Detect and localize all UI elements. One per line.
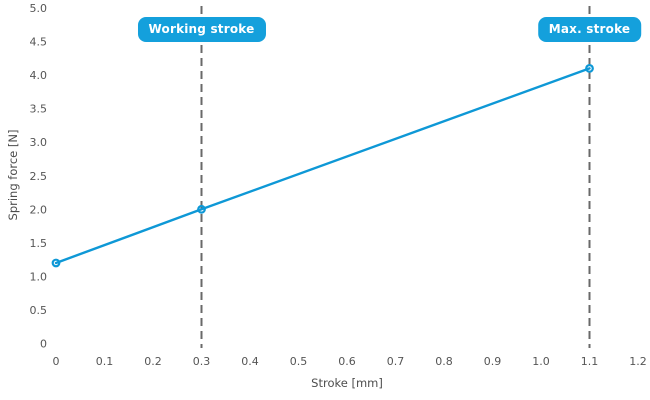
y-tick-label: 4.0	[30, 69, 48, 82]
x-tick-label: 0.8	[435, 355, 453, 368]
x-tick-label: 0.5	[290, 355, 308, 368]
max-stroke-badge: Max. stroke	[537, 17, 642, 42]
y-axis-title: Spring force [N]	[6, 129, 20, 221]
y-tick-label: 2.0	[30, 203, 48, 216]
working-stroke-badge: Working stroke	[137, 17, 266, 42]
data-point-marker	[51, 258, 61, 268]
x-tick-label: 0.1	[96, 355, 114, 368]
x-tick-label: 1.2	[629, 355, 647, 368]
y-tick-label: 1.0	[30, 270, 48, 283]
y-tick-label: 2.5	[30, 170, 48, 183]
series-line	[54, 67, 591, 265]
y-tick-label: 0.5	[30, 304, 48, 317]
data-point-marker	[585, 63, 594, 73]
x-tick-label: 0	[53, 355, 60, 368]
x-tick-label: 0.7	[387, 355, 405, 368]
x-axis-title: Stroke [mm]	[311, 376, 383, 390]
y-tick-label: 4.5	[30, 36, 48, 49]
y-tick-label: 3.0	[30, 136, 48, 149]
y-tick-label: 1.5	[30, 237, 48, 250]
y-tick-label: 5.0	[30, 2, 48, 15]
x-tick-label: 0.9	[484, 355, 502, 368]
x-tick-label: 1.1	[581, 355, 599, 368]
x-tick-label: 1.0	[532, 355, 550, 368]
x-tick-label: 0.3	[193, 355, 211, 368]
data-point-marker	[197, 204, 206, 214]
x-tick-label: 0.6	[338, 355, 356, 368]
x-tick-label: 0.2	[144, 355, 162, 368]
y-tick-label: 0	[40, 338, 47, 351]
y-tick-label: 3.5	[30, 103, 48, 116]
x-tick-label: 0.4	[241, 355, 259, 368]
